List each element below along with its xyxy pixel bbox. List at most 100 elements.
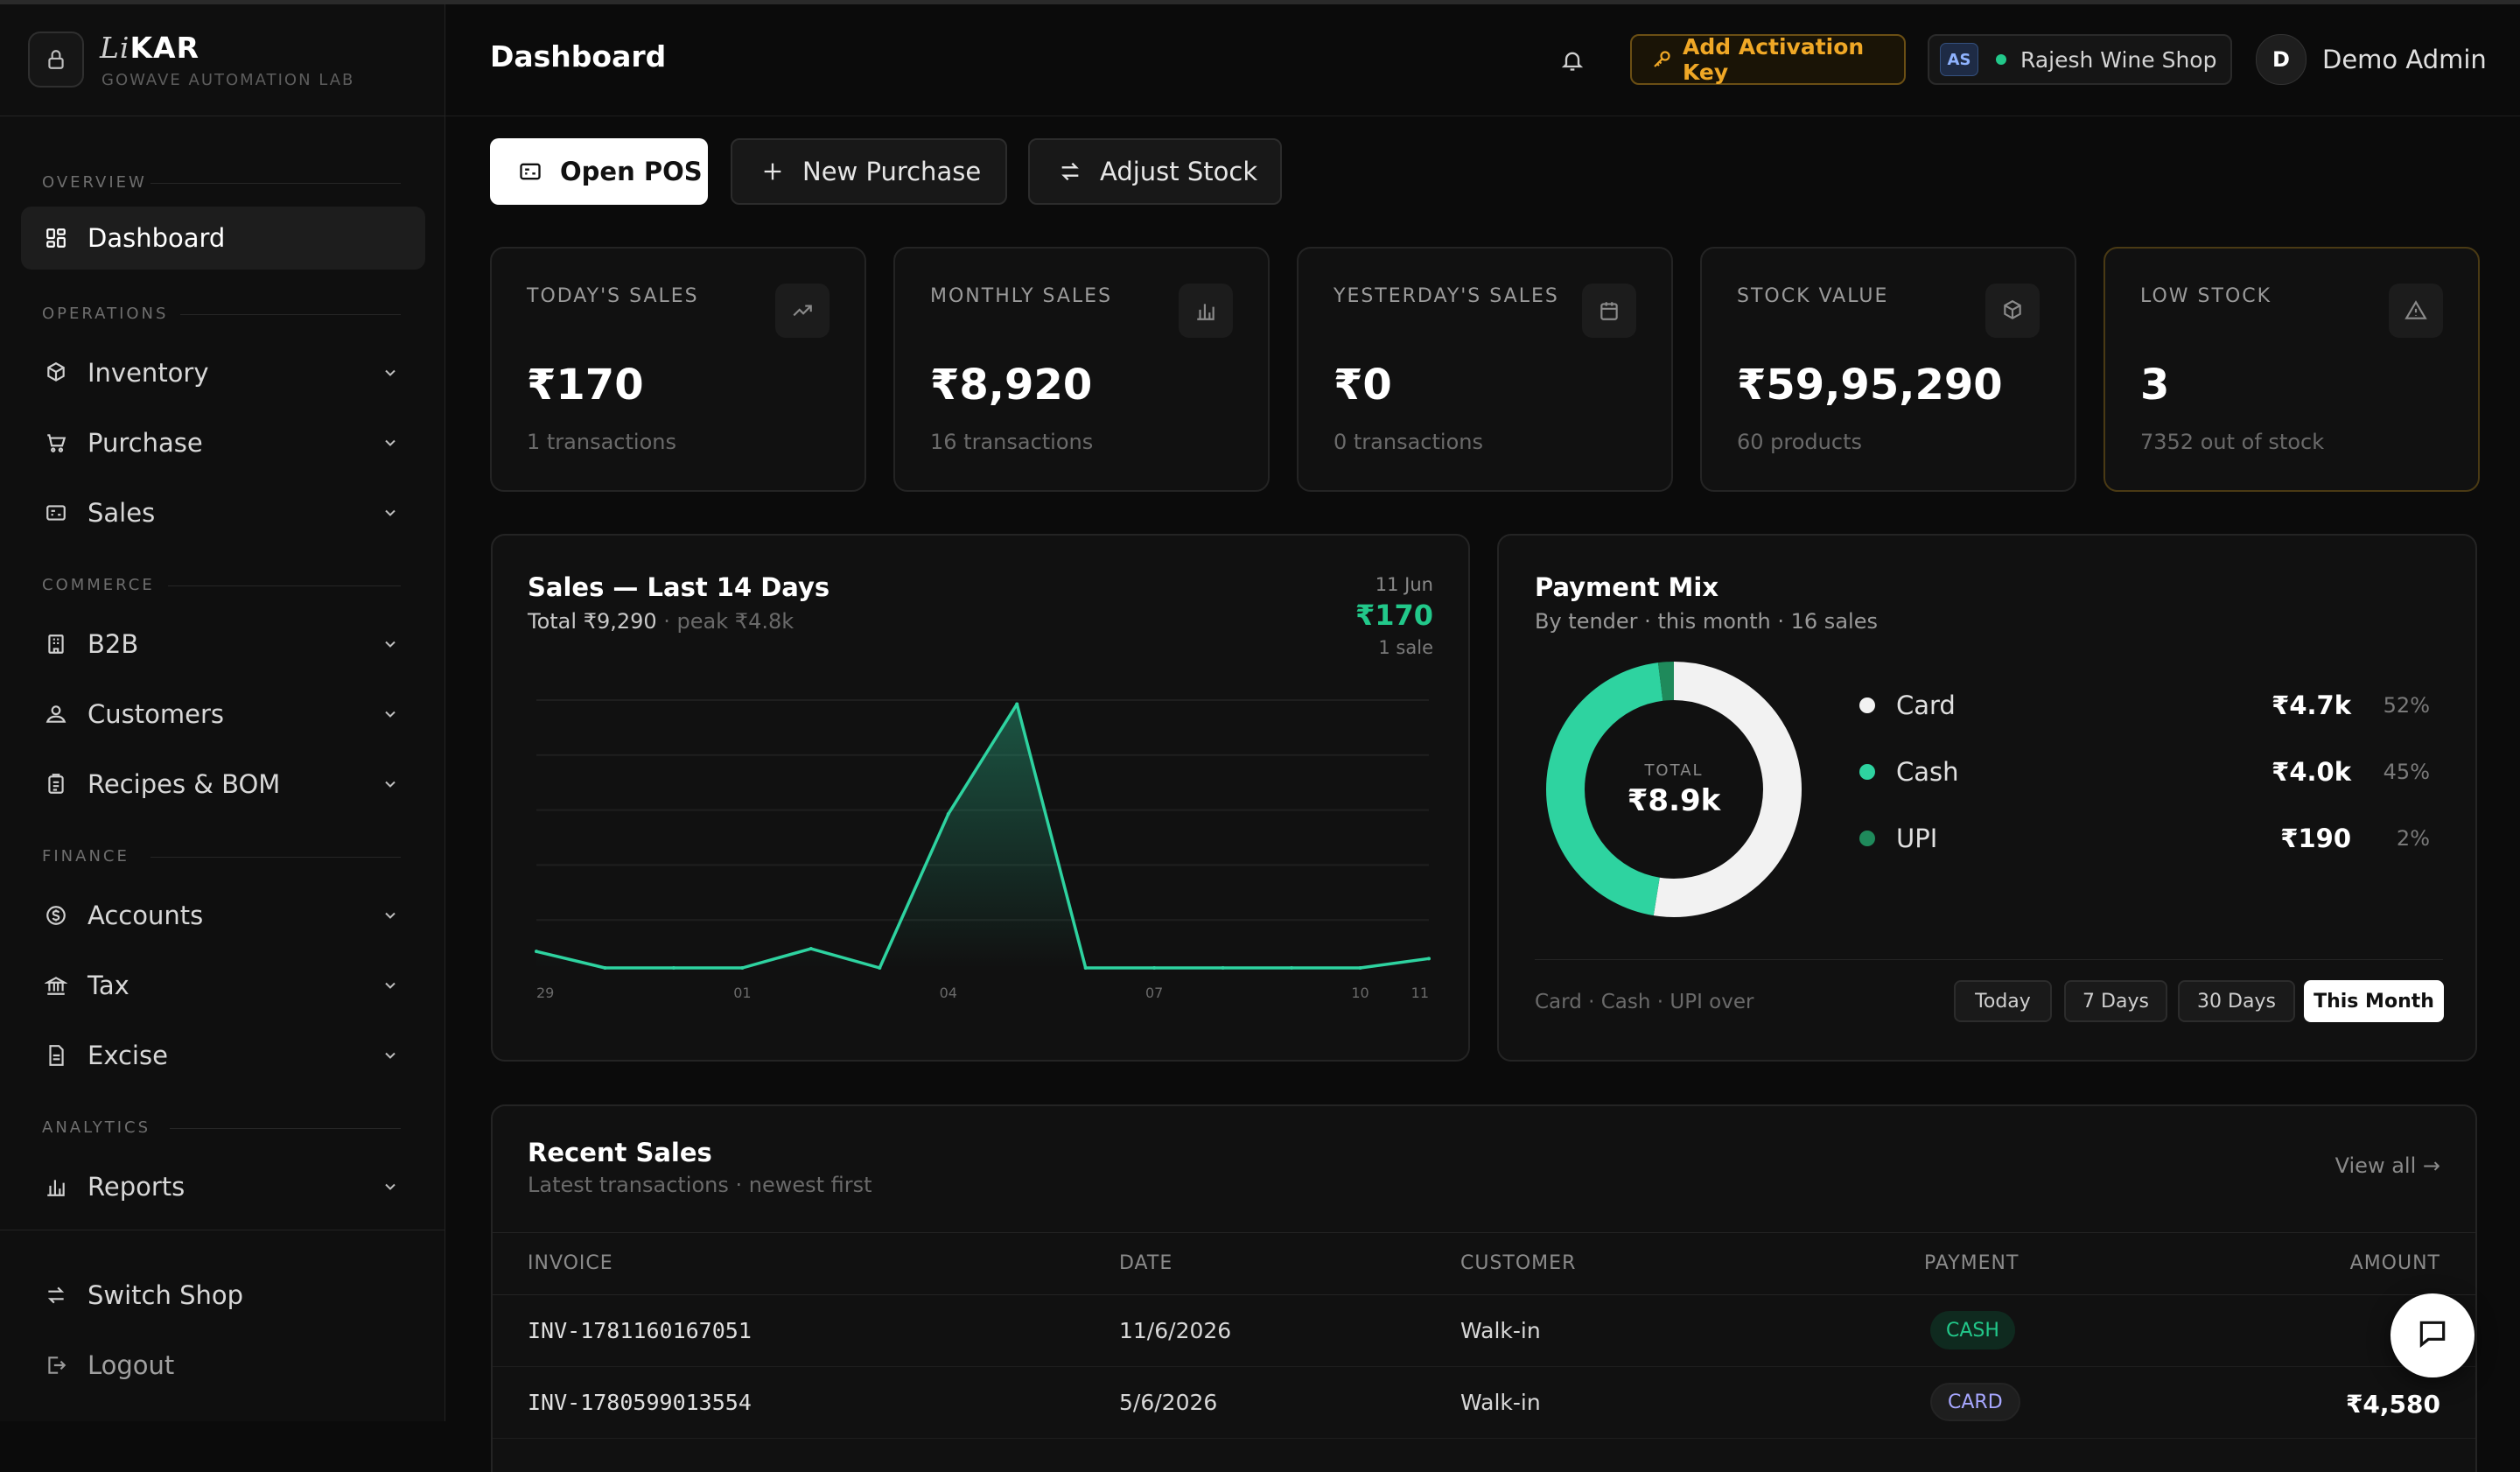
sidebar-item-dashboard[interactable]: Dashboard [21,207,425,270]
data-point [878,966,882,970]
payment-donut[interactable]: TOTAL ₹8.9k [1544,660,1803,919]
legend-dot [1859,764,1875,780]
open-pos-button[interactable]: Open POS [490,138,708,205]
chart-peak: · peak ₹4.8k [656,609,794,634]
users-icon [42,700,70,728]
stat-sub: 16 transactions [930,430,1094,454]
cell-date: 5/6/2026 [1119,1390,1218,1415]
stat-card-low-stock[interactable]: LOW STOCK 3 7352 out of stock [2104,247,2480,492]
chart-title: Sales — Last 14 Days [528,572,830,602]
range-this-month-button[interactable]: This Month [2304,980,2444,1022]
sidebar-item-purchase[interactable]: Purchase [21,411,425,474]
legend-pct: 45% [2383,760,2430,784]
section-finance: FINANCE [42,847,130,866]
legend-value: ₹190 [2280,824,2351,853]
chevron-down-icon [378,361,402,385]
chevron-down-icon [378,1174,402,1199]
sidebar-item-inventory[interactable]: Inventory [21,341,425,404]
clipboard-icon [42,770,70,798]
adjust-stock-button[interactable]: Adjust Stock [1028,138,1282,205]
chart-subtitle: Total ₹9,290 · peak ₹4.8k [528,609,794,634]
calendar-icon [1582,284,1636,338]
sales-chart-card: Sales — Last 14 Days Total ₹9,290 · peak… [491,534,1470,1062]
user-menu[interactable]: D Demo Admin [2256,34,2487,85]
column-header[interactable]: DATE [1119,1252,1173,1274]
stat-label: TODAY'S SALES [527,285,699,307]
data-point [1358,966,1362,970]
page-title: Dashboard [490,39,667,74]
status-dot [1996,54,2006,65]
logout-button[interactable]: Logout [21,1334,425,1397]
payment-mix-card: Payment Mix By tender · this month · 16 … [1497,534,2477,1062]
bank-icon [42,971,70,999]
data-point [740,966,745,970]
new-purchase-button[interactable]: New Purchase [731,138,1007,205]
sidebar-item-excise[interactable]: Excise [21,1024,425,1087]
legend-value: ₹4.0k [2272,757,2351,787]
stat-card-monthly-sales: MONTHLY SALES ₹8,920 16 transactions [893,247,1270,492]
sidebar-item-b2b[interactable]: B2B [21,613,425,676]
section-operations: OPERATIONS [42,305,169,323]
sidebar-item-sales[interactable]: Sales [21,481,425,544]
table-row[interactable]: INV-1781160167051 11/6/2026 Walk-in CASH… [493,1295,2475,1367]
sidebar-item-customers[interactable]: Customers [21,683,425,746]
stat-value: ₹170 [527,361,644,410]
donut-slice-cash[interactable] [1546,662,1802,917]
chat-button[interactable] [2390,1293,2474,1377]
switch-shop-button[interactable]: Switch Shop [21,1264,425,1327]
table-row[interactable]: INV-1780599013554 5/6/2026 Walk-in CARD … [493,1367,2475,1439]
data-point [1015,702,1019,706]
bar-chart-icon [42,1173,70,1201]
sidebar-item-label: Reports [88,1172,186,1202]
range-7days-button[interactable]: 7 Days [2064,980,2167,1022]
package-icon [1985,284,2040,338]
stat-value: 3 [2140,361,2170,410]
section-divider [150,857,401,858]
column-header[interactable]: CUSTOMER [1460,1252,1577,1274]
bell-icon[interactable] [1555,43,1590,78]
column-header[interactable]: PAYMENT [1924,1252,2020,1274]
cart-icon [42,429,70,457]
stat-sub: 60 products [1737,430,1862,454]
legend-pct: 52% [2383,693,2430,718]
sidebar-item-accounts[interactable]: Accounts [21,884,425,947]
dashboard-icon [42,224,70,252]
section-analytics: ANALYTICS [42,1118,151,1137]
range-today-button[interactable]: Today [1954,980,2052,1022]
sidebar-item-recipes[interactable]: Recipes & BOM [21,753,425,816]
recent-sales-subtitle: Latest transactions · newest first [528,1173,872,1197]
column-header[interactable]: AMOUNT [2349,1252,2440,1274]
legend-dot [1859,697,1875,713]
sidebar-item-tax[interactable]: Tax [21,954,425,1017]
warning-icon [2389,284,2443,338]
sales-line [536,702,1430,970]
stat-card-todays-sales: TODAY'S SALES ₹170 1 transactions [490,247,866,492]
lock-icon[interactable] [28,32,84,88]
add-activation-key-button[interactable]: Add Activation Key [1630,34,1906,85]
cell-amount: ₹4,580 [2345,1390,2440,1419]
sidebar-item-label: Accounts [88,901,204,930]
view-all-link[interactable]: View all → [2334,1153,2440,1178]
section-divider [170,1128,401,1129]
sales-line-chart[interactable]: 29 01 04 07 10 11 [528,667,1438,1034]
chart-last-value: ₹170 [1354,599,1433,632]
sidebar-item-label: Excise [88,1041,168,1070]
key-icon [1651,49,1672,70]
sidebar-item-reports[interactable]: Reports [21,1155,425,1218]
donut-slice-upi[interactable] [1546,662,1802,917]
register-icon [516,158,544,186]
top-header: Dashboard Add Activation Key AS Rajesh W… [445,4,2520,116]
chat-icon [2416,1317,2449,1354]
stat-value: ₹0 [1334,361,1392,410]
x-tick-label: 11 [1411,985,1429,1001]
column-header[interactable]: INVOICE [528,1252,613,1274]
payment-mix-footer: Card · Cash · UPI over [1535,991,1754,1013]
range-30days-button[interactable]: 30 Days [2178,980,2295,1022]
brand-name: LiKAR [100,31,200,65]
shop-selector[interactable]: AS Rajesh Wine Shop [1928,34,2232,85]
chevron-down-icon [378,973,402,998]
plus-icon [759,158,787,186]
stat-value: ₹59,95,290 [1737,361,2003,410]
legend-row-cash: Cash ₹4.0k 45% [1859,754,2430,789]
section-commerce: COMMERCE [42,576,155,594]
